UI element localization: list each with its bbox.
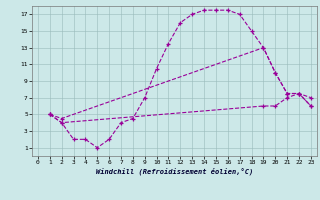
X-axis label: Windchill (Refroidissement éolien,°C): Windchill (Refroidissement éolien,°C) [96, 168, 253, 175]
